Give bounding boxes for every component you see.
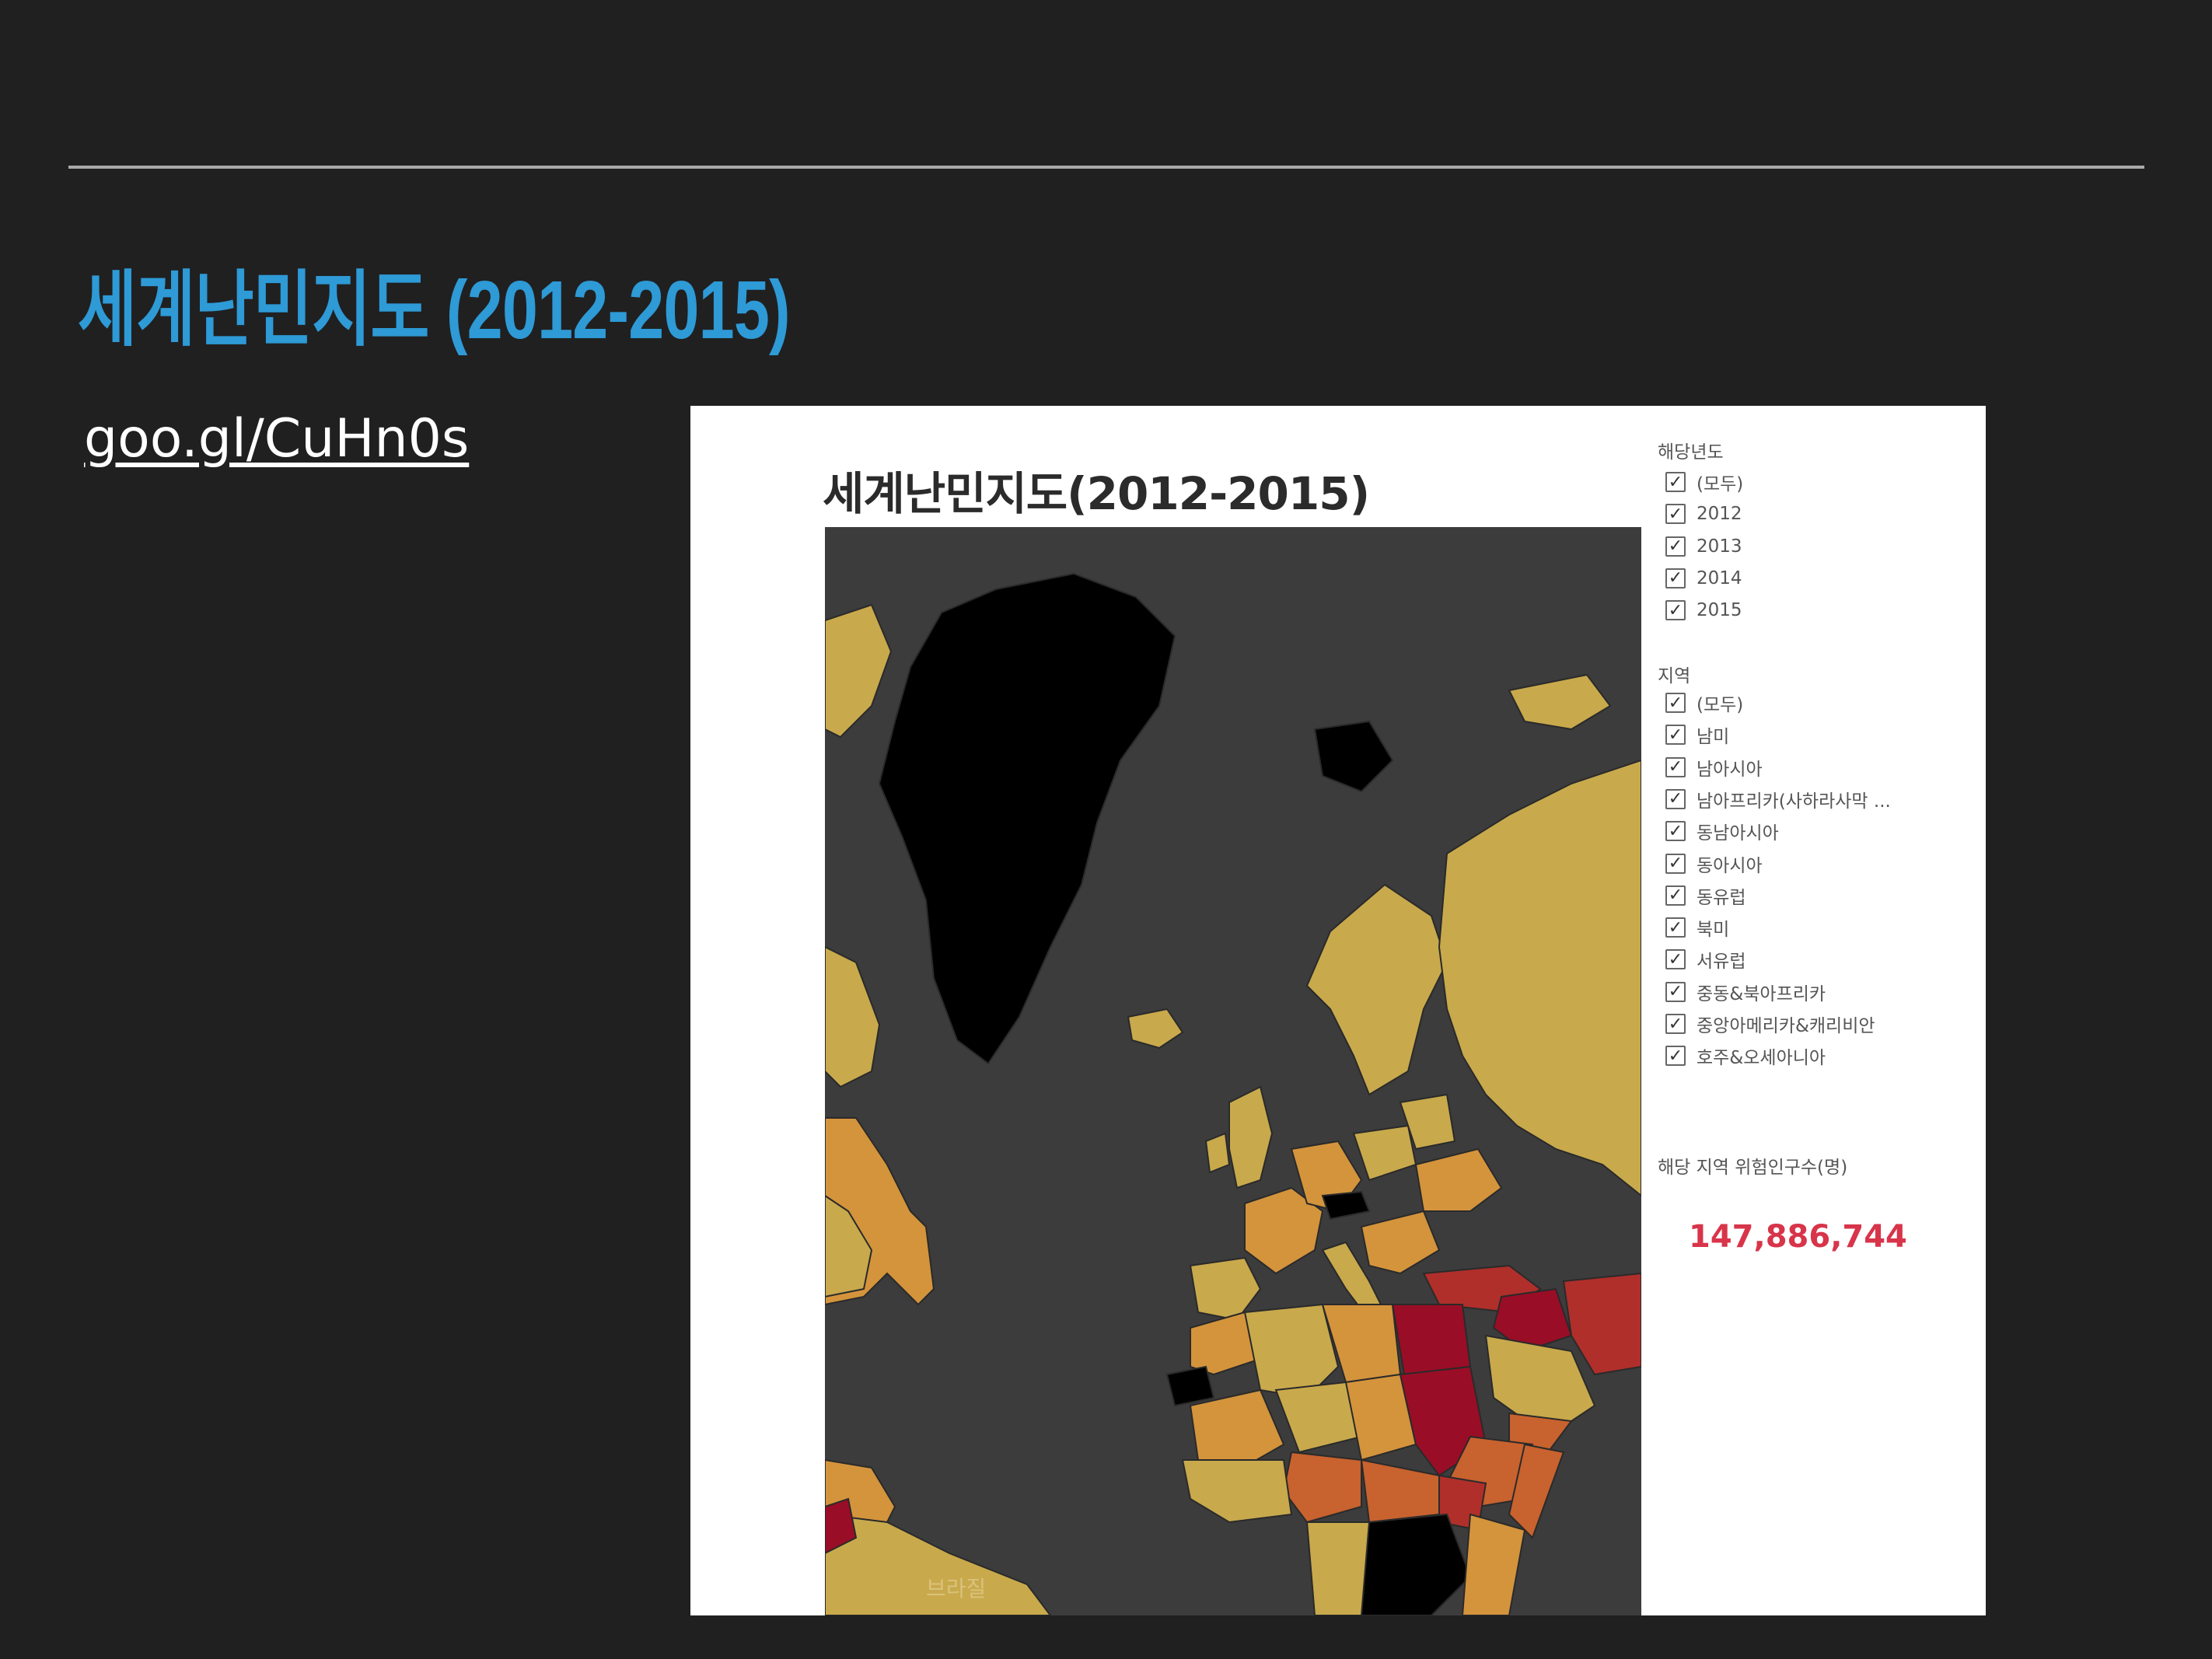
region-egypt[interactable] xyxy=(1391,1304,1472,1376)
region-option[interactable]: ✓ 동남아시아 xyxy=(1665,819,1779,843)
region-option-label: 중앙아메리카&캐리비안 xyxy=(1697,1016,1875,1036)
year-checkbox[interactable]: ✓ xyxy=(1665,504,1686,525)
year-filter-heading: 해당년도 xyxy=(1658,442,1724,463)
region-canada-east[interactable] xyxy=(825,945,881,1088)
region-option[interactable]: ✓ 남미 xyxy=(1665,722,1729,747)
region-venezuela[interactable] xyxy=(825,1497,858,1555)
world-refugee-map[interactable]: 브라질 xyxy=(825,527,1641,1615)
region-option[interactable]: ✓ 북미 xyxy=(1665,915,1729,940)
region-checkbox[interactable]: ✓ xyxy=(1665,949,1686,970)
region-scandinavia[interactable] xyxy=(1305,883,1448,1096)
region-spain[interactable] xyxy=(1189,1256,1262,1322)
region-option[interactable]: ✓ 남아프리카(사하라사막 ... xyxy=(1665,787,1891,812)
region-checkbox[interactable]: ✓ xyxy=(1665,1014,1686,1034)
region-option-label: 동유럽 xyxy=(1697,887,1746,908)
region-checkbox[interactable]: ✓ xyxy=(1665,756,1686,777)
region-checkbox[interactable]: ✓ xyxy=(1665,693,1686,713)
year-option[interactable]: ✓ (모두) xyxy=(1665,470,1743,494)
region-syria-iraq[interactable] xyxy=(1492,1287,1573,1353)
year-checkbox[interactable]: ✓ xyxy=(1665,568,1686,589)
year-option-label: 2014 xyxy=(1697,568,1742,589)
region-checkbox[interactable]: ✓ xyxy=(1665,1046,1686,1067)
region-checkbox[interactable]: ✓ xyxy=(1665,853,1686,874)
region-west-africa[interactable] xyxy=(1181,1459,1293,1524)
region-ireland[interactable] xyxy=(1204,1132,1231,1174)
slide-title: 세계난민지도 (2012-2015) xyxy=(78,264,791,356)
total-population-value: 147,886,744 xyxy=(1689,1219,1907,1255)
region-option-label: 동남아시아 xyxy=(1697,823,1779,844)
divider-line xyxy=(68,166,2144,169)
region-central-african-rep[interactable] xyxy=(1360,1458,1440,1524)
region-iran[interactable] xyxy=(1562,1272,1641,1376)
region-czech[interactable] xyxy=(1321,1190,1371,1221)
region-uk[interactable] xyxy=(1228,1085,1274,1189)
year-option-label: 2012 xyxy=(1697,504,1742,525)
region-russian-arctic[interactable] xyxy=(1508,673,1612,731)
region-western-sahara[interactable] xyxy=(1165,1365,1215,1407)
region-option-label: 남아시아 xyxy=(1697,759,1763,780)
region-balkans[interactable] xyxy=(1360,1210,1441,1275)
region-belarus[interactable] xyxy=(1399,1093,1456,1151)
total-population-heading: 해당 지역 위험인구수(명) xyxy=(1658,1158,1848,1178)
region-checkbox[interactable]: ✓ xyxy=(1665,981,1686,1002)
map-title: 세계난민지도(2012-2015) xyxy=(823,467,1370,520)
region-option-label: 남아프리카(사하라사막 ... xyxy=(1697,791,1891,812)
year-checkbox[interactable]: ✓ xyxy=(1665,600,1686,621)
region-option[interactable]: ✓ 남아시아 xyxy=(1665,755,1763,780)
region-russia[interactable] xyxy=(1438,759,1641,1197)
region-checkbox[interactable]: ✓ xyxy=(1665,725,1686,746)
year-option[interactable]: ✓ 2014 xyxy=(1665,566,1742,591)
region-option-label: 북미 xyxy=(1697,920,1730,941)
region-checkbox[interactable]: ✓ xyxy=(1665,885,1686,906)
region-nigeria[interactable] xyxy=(1282,1451,1362,1524)
region-option[interactable]: ✓ (모두) xyxy=(1665,690,1743,715)
map-canvas[interactable]: 브라질 xyxy=(825,527,1641,1615)
map-label-brazil: 브라질 xyxy=(926,1576,986,1601)
year-option-label: 2013 xyxy=(1697,536,1742,557)
region-option[interactable]: ✓ 중동&북아프리카 xyxy=(1665,980,1826,1004)
short-link[interactable]: goo.gl/CuHn0s xyxy=(84,408,470,470)
region-ukraine[interactable] xyxy=(1414,1147,1503,1212)
region-gabon-congo[interactable] xyxy=(1305,1521,1371,1615)
region-somalia[interactable] xyxy=(1508,1443,1565,1539)
region-option[interactable]: ✓ 서유럽 xyxy=(1665,947,1745,972)
region-poland[interactable] xyxy=(1352,1124,1417,1182)
year-option[interactable]: ✓ 2012 xyxy=(1665,501,1742,526)
region-option-label: 중동&북아프리카 xyxy=(1697,983,1826,1004)
region-option[interactable]: ✓ 중앙아메리카&캐리비안 xyxy=(1665,1011,1875,1036)
region-south-america[interactable] xyxy=(825,1513,1052,1615)
region-dr-congo[interactable] xyxy=(1352,1513,1472,1615)
region-usa[interactable] xyxy=(825,1194,873,1298)
year-option[interactable]: ✓ 2013 xyxy=(1665,534,1742,559)
region-option-label: 남미 xyxy=(1697,727,1730,748)
region-greenland[interactable] xyxy=(878,572,1176,1065)
region-checkbox[interactable]: ✓ xyxy=(1665,788,1686,809)
region-option-label: (모두) xyxy=(1697,695,1744,715)
region-option-label: 동아시아 xyxy=(1697,855,1763,876)
map-dashboard-panel: 세계난민지도(2012-2015) xyxy=(690,406,1986,1615)
region-east-africa[interactable] xyxy=(1461,1513,1526,1615)
year-option[interactable]: ✓ 2015 xyxy=(1665,598,1742,623)
region-option[interactable]: ✓ 동아시아 xyxy=(1665,851,1763,876)
region-morocco[interactable] xyxy=(1190,1311,1262,1376)
year-checkbox[interactable]: ✓ xyxy=(1665,536,1686,557)
region-filter-heading: 지역 xyxy=(1658,666,1691,686)
region-option[interactable]: ✓ 호주&오세아니아 xyxy=(1665,1043,1826,1068)
region-svalbard[interactable] xyxy=(1313,720,1394,793)
region-algeria[interactable] xyxy=(1243,1303,1340,1399)
region-checkbox[interactable]: ✓ xyxy=(1665,917,1686,938)
region-iceland[interactable] xyxy=(1127,1008,1184,1050)
region-option[interactable]: ✓ 동유럽 xyxy=(1665,883,1745,908)
year-checkbox[interactable]: ✓ xyxy=(1665,472,1686,492)
region-option-label: 서유럽 xyxy=(1697,952,1746,973)
region-checkbox[interactable]: ✓ xyxy=(1665,821,1686,842)
year-option-label: 2015 xyxy=(1697,600,1742,621)
region-option-label: 호주&오세아니아 xyxy=(1697,1048,1826,1069)
year-option-label: (모두) xyxy=(1697,474,1744,494)
region-arctic-canada[interactable] xyxy=(825,603,893,739)
region-france[interactable] xyxy=(1244,1186,1324,1275)
